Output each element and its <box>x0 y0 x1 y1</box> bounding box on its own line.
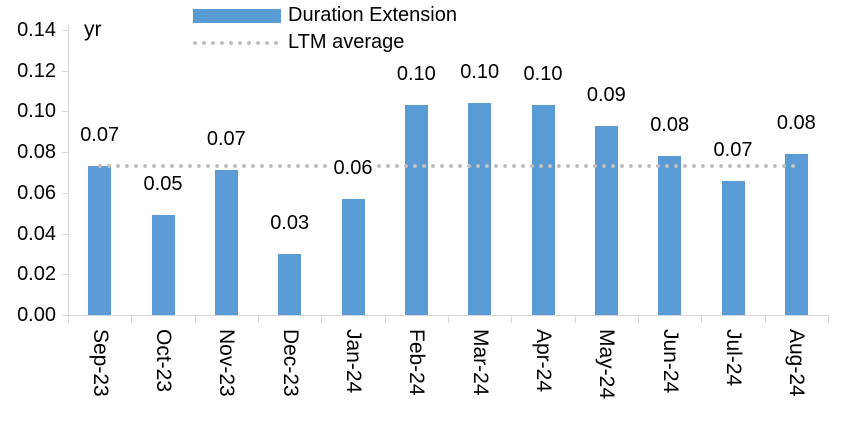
y-tick-label: 0.08 <box>17 141 56 164</box>
x-category-label: Mar-24 <box>468 329 492 396</box>
y-tick-mark <box>62 30 68 31</box>
x-tick-mark <box>194 316 196 323</box>
x-tick-mark <box>448 316 449 323</box>
bar-value-label: 0.08 <box>772 113 821 135</box>
y-tick-label: 0.14 <box>17 19 56 41</box>
bar <box>531 105 555 315</box>
bar <box>214 170 238 315</box>
x-category-label: May-24 <box>595 329 619 400</box>
x-category-label: Feb-24 <box>405 329 429 396</box>
bar <box>721 180 745 315</box>
bar-value-label: 0.10 <box>392 64 441 86</box>
x-category-label: Jul-24 <box>722 329 745 387</box>
y-tick-label: 0.02 <box>17 263 56 286</box>
x-axis-line <box>68 315 829 316</box>
x-tick-mark <box>764 316 766 323</box>
y-tick-mark <box>62 192 68 194</box>
x-category-label: Aug-24 <box>785 329 809 397</box>
x-tick-mark <box>511 316 513 323</box>
bar <box>784 154 808 315</box>
legend-item-duration-extension: Duration Extension <box>193 2 457 29</box>
bar-value-label: 0.07 <box>75 125 124 147</box>
bar <box>594 125 618 315</box>
x-tick-mark <box>828 316 829 323</box>
legend-label-duration-extension: Duration Extension <box>288 4 457 26</box>
ltm-dotted-line <box>97 164 799 169</box>
y-tick-mark <box>62 274 68 276</box>
bar <box>404 105 428 315</box>
legend-swatch-dotted-line <box>193 40 283 45</box>
legend-swatch-bar <box>193 8 281 23</box>
bar <box>88 166 112 315</box>
x-category-label: Apr-24 <box>532 329 555 393</box>
x-category-label: Nov-23 <box>215 329 239 397</box>
x-tick-mark <box>701 316 703 323</box>
x-category-label: Oct-23 <box>152 329 175 393</box>
x-category-label: Jun-24 <box>658 329 682 394</box>
bar-value-label: 0.10 <box>519 64 567 86</box>
x-tick-mark <box>131 316 133 323</box>
y-tick-label: 0.00 <box>17 304 56 326</box>
x-tick-mark <box>68 316 69 323</box>
bar-value-label: 0.07 <box>709 139 757 161</box>
x-category-label: Jan-24 <box>342 329 365 394</box>
y-axis-unit-label: yr <box>84 18 102 41</box>
x-category-label: Dec-23 <box>278 329 302 397</box>
bar-value-label: 0.08 <box>645 115 694 137</box>
x-tick-mark <box>321 316 323 323</box>
legend: Duration Extension LTM average <box>193 2 457 56</box>
bar-value-label: 0.03 <box>265 212 314 234</box>
legend-item-ltm-average: LTM average <box>193 29 457 56</box>
bar <box>468 103 492 315</box>
legend-label-ltm-average: LTM average <box>288 31 405 53</box>
y-tick-mark <box>62 152 68 154</box>
x-tick-mark <box>384 316 386 323</box>
y-tick-label: 0.10 <box>17 100 56 123</box>
y-axis-line <box>68 25 69 316</box>
bar <box>151 215 175 315</box>
bar <box>658 156 682 315</box>
bar-value-label: 0.05 <box>139 174 187 196</box>
x-category-label: Sep-23 <box>88 329 112 397</box>
x-tick-mark <box>574 316 576 323</box>
bar-value-label: 0.06 <box>329 157 377 179</box>
bar-value-label: 0.09 <box>582 84 631 106</box>
y-tick-label: 0.04 <box>17 222 56 245</box>
bar-value-label: 0.10 <box>455 62 504 84</box>
bar <box>341 198 365 315</box>
bar-value-label: 0.07 <box>202 129 251 151</box>
y-tick-label: 0.06 <box>17 181 56 204</box>
bar <box>278 253 302 315</box>
y-tick-mark <box>62 233 68 235</box>
y-tick-mark <box>62 70 68 72</box>
y-tick-mark <box>62 111 68 113</box>
x-tick-mark <box>258 316 259 323</box>
y-tick-label: 0.12 <box>17 59 56 82</box>
y-tick-mark <box>62 315 68 316</box>
x-tick-mark <box>638 316 639 323</box>
